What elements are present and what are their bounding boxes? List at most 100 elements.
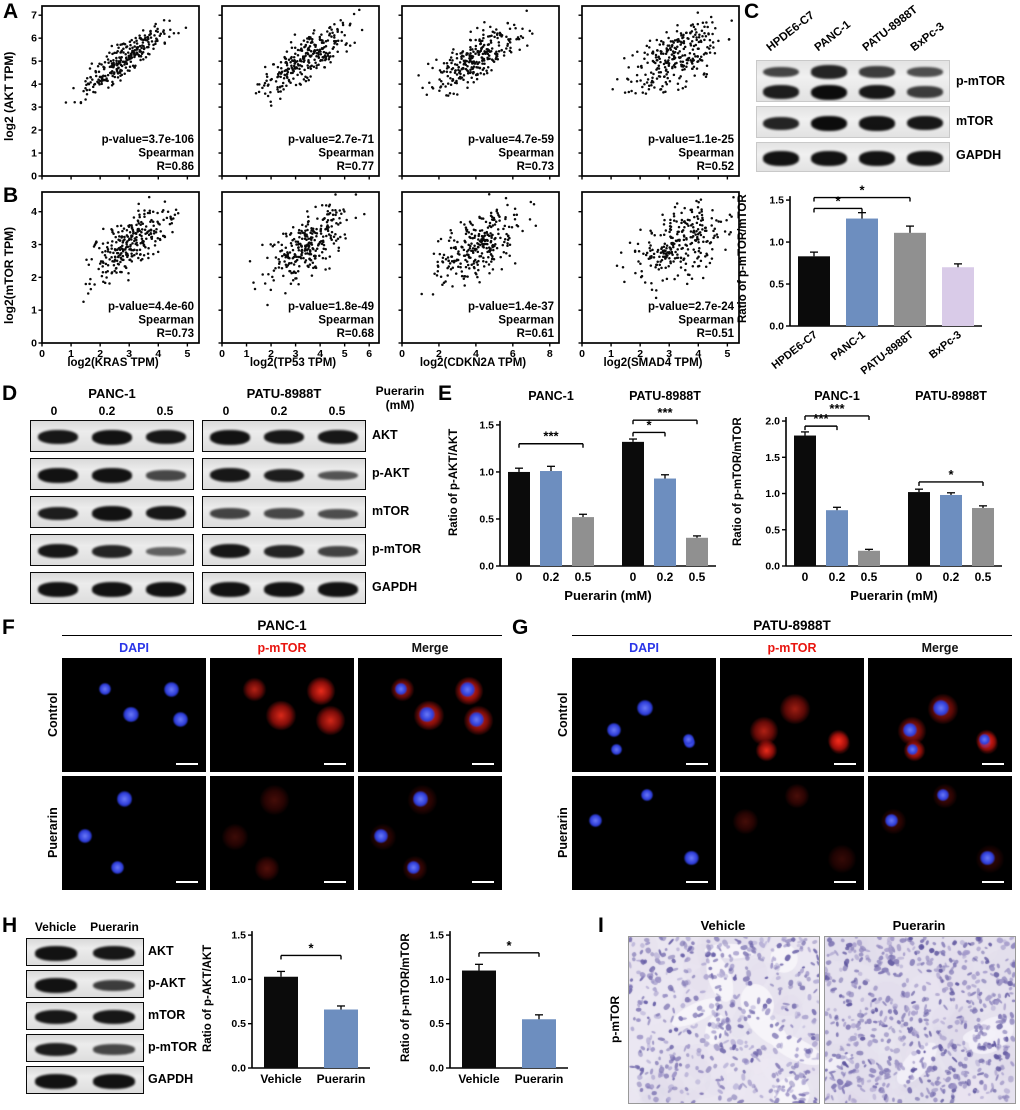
scale-bar [324, 762, 346, 765]
western-blot-panc1-akt [30, 420, 194, 452]
svg-text:0.5: 0.5 [689, 570, 706, 584]
western-blot-h-gapdh [26, 1066, 144, 1094]
svg-text:0: 0 [916, 570, 923, 584]
svg-text:Vehicle: Vehicle [458, 1072, 500, 1086]
blot-label-pakt: p-AKT [148, 976, 186, 990]
chart-h2-y-axis-label: Ratio of p-mTOR/mTOR [400, 933, 412, 1063]
svg-text:***: *** [813, 411, 829, 426]
lane-label-bxpc-3: BxPc-3 [908, 20, 947, 54]
western-blot-c-pmtor [756, 60, 950, 102]
svg-text:0.5: 0.5 [575, 570, 592, 584]
dose-0: 0 [50, 404, 58, 418]
panel-f-label: F [2, 616, 15, 639]
svg-text:R=0.68: R=0.68 [337, 328, 375, 340]
svg-text:0: 0 [579, 348, 585, 360]
svg-text:0.5: 0.5 [861, 570, 878, 584]
scale-bar [982, 880, 1004, 883]
svg-text:3: 3 [31, 102, 37, 114]
svg-text:1: 1 [31, 148, 37, 160]
if-image-panc1-control-pmtor [210, 658, 354, 772]
scale-bar [686, 880, 708, 883]
svg-text:6: 6 [366, 348, 372, 360]
scale-bar [324, 880, 346, 883]
svg-text:0.0: 0.0 [231, 1063, 246, 1075]
svg-text:0.5: 0.5 [765, 524, 780, 536]
svg-text:2: 2 [436, 348, 442, 360]
column-header-merge: Merge [921, 641, 959, 655]
chart-e2-y-axis-label: Ratio of p-mTOR/mTOR [732, 417, 744, 547]
svg-text:3: 3 [126, 348, 132, 360]
svg-text:0.5: 0.5 [769, 279, 784, 291]
svg-text:0.5: 0.5 [479, 513, 494, 525]
svg-text:Puerarin (mM): Puerarin (mM) [564, 588, 651, 603]
blot-label-gapdh: GAPDH [372, 580, 418, 594]
x-axis-title-cdkn2a: log2(CDKN2A TPM) [419, 357, 527, 369]
svg-text:0: 0 [516, 570, 523, 584]
lane-header-puerarin: Puerarin [90, 920, 139, 934]
svg-text:1.5: 1.5 [765, 452, 780, 464]
svg-text:8: 8 [547, 348, 553, 360]
svg-text:1: 1 [608, 348, 614, 360]
svg-text:2: 2 [31, 125, 37, 137]
svg-text:*: * [308, 940, 314, 955]
svg-text:6: 6 [510, 348, 516, 360]
if-image-panc1-puerarin-merge [358, 776, 502, 890]
svg-text:1.5: 1.5 [231, 930, 246, 942]
blot-label-mtor: mTOR [956, 114, 994, 128]
western-blot-h-pmtor [26, 1034, 144, 1062]
svg-text:1.0: 1.0 [231, 974, 246, 986]
if-image-patu-control-pmtor [720, 658, 864, 772]
if-image-panc1-control-merge [358, 658, 502, 772]
western-blot-h-akt [26, 938, 144, 966]
blot-label-akt: AKT [148, 944, 174, 958]
western-blot-patu-mtor [202, 496, 366, 528]
western-blot-patu-akt [202, 420, 366, 452]
blot-label-pmtor: p-mTOR [956, 74, 1006, 88]
treatment-header-line2: (mM) [385, 398, 415, 412]
svg-text:Puerarin (mM): Puerarin (mM) [850, 588, 937, 603]
svg-text:*: * [506, 938, 512, 953]
svg-text:0.0: 0.0 [479, 561, 494, 573]
scatter-plot-akt-vs-kras: 0 1 2 3 4 5 6 7 p-value=3.7e-106 Spearman R=0.86 [24, 2, 202, 188]
row-label-control: Control [556, 692, 570, 738]
column-header-dapi: DAPI [119, 641, 149, 655]
western-blot-patu-pmtor [202, 534, 366, 566]
western-blot-h-pakt [26, 970, 144, 998]
blot-label-gapdh: GAPDH [956, 148, 1002, 162]
group-header-panc1: PANC-1 [88, 386, 136, 401]
svg-text:Spearman: Spearman [498, 148, 554, 160]
lane-label-hpde6-c7: HPDE6-C7 [764, 9, 817, 54]
ihc-row-label-pmtor: p-mTOR [608, 995, 622, 1043]
svg-text:p-value=4.4e-60: p-value=4.4e-60 [108, 301, 194, 313]
svg-text:Spearman: Spearman [678, 148, 734, 160]
bar-chart-pmtor-mtor-dose: 0.0 0.5 1.0 1.5 2.0 0 0.2 0.5 0 0.2 0.5 PANC-1 PATU-… [746, 386, 1016, 618]
svg-text:4: 4 [473, 348, 479, 360]
blot-label-mtor: mTOR [148, 1008, 186, 1022]
column-header-pmtor: p-mTOR [767, 641, 817, 655]
western-blot-patu-gapdh [202, 572, 366, 604]
svg-text:PANC-1: PANC-1 [528, 389, 574, 403]
svg-text:5: 5 [184, 348, 190, 360]
svg-text:2: 2 [268, 348, 274, 360]
svg-text:PANC-1: PANC-1 [814, 389, 860, 403]
svg-text:4: 4 [31, 206, 37, 218]
svg-text:5: 5 [342, 348, 348, 360]
svg-text:0.0: 0.0 [769, 321, 784, 333]
svg-text:4: 4 [317, 348, 323, 360]
svg-text:R=0.52: R=0.52 [697, 161, 734, 173]
svg-text:p-value=2.7e-71: p-value=2.7e-71 [288, 134, 375, 146]
svg-text:7: 7 [31, 10, 37, 22]
svg-text:5: 5 [31, 56, 37, 68]
group-header-patu8988t: PATU-8988T [246, 386, 322, 401]
western-blot-panc1-pakt [30, 458, 194, 490]
column-header-pmtor: p-mTOR [257, 641, 307, 655]
ihc-image-vehicle [628, 936, 820, 1104]
panel-c-label: C [744, 0, 760, 23]
svg-text:p-value=1.1e-25: p-value=1.1e-25 [648, 134, 735, 146]
svg-text:R=0.77: R=0.77 [337, 161, 374, 173]
blot-label-pakt: p-AKT [372, 466, 410, 480]
svg-text:BxPc-3: BxPc-3 [927, 329, 964, 361]
svg-text:0: 0 [31, 171, 37, 183]
svg-text:0: 0 [219, 348, 225, 360]
svg-text:0.5: 0.5 [975, 570, 992, 584]
